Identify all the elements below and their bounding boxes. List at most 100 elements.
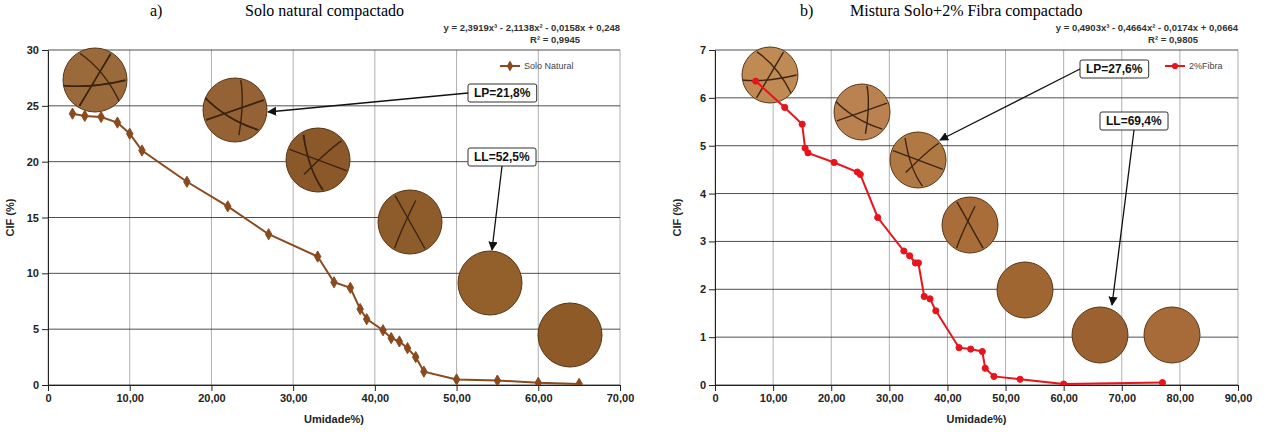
x-tick-mark — [1006, 385, 1007, 391]
x-tick-label: 30,00 — [876, 392, 904, 404]
sample-disc — [890, 132, 946, 188]
sample-disc — [458, 251, 522, 315]
x-axis-title: Umidade%) — [304, 413, 364, 425]
data-point — [494, 375, 500, 385]
y-tick: 1 — [700, 331, 715, 343]
y-tick: 6 — [700, 92, 715, 104]
data-point — [380, 325, 386, 336]
x-tick: 0 — [712, 385, 718, 404]
y-tick-label: 20 — [27, 156, 39, 168]
sample-photo — [1072, 307, 1128, 363]
data-point — [968, 346, 974, 352]
grid-line-y — [715, 50, 1238, 51]
sample-crack — [202, 95, 257, 130]
data-point — [799, 121, 805, 127]
y-tick-mark — [709, 241, 715, 242]
y-axis-line — [48, 51, 49, 386]
annotation-text: LP=27,6% — [1086, 62, 1143, 76]
x-tick: 10,00 — [116, 385, 144, 404]
annotation-box — [468, 148, 536, 166]
y-tick-mark — [709, 194, 715, 195]
sample-photo — [942, 197, 998, 253]
sample-photo — [890, 132, 946, 188]
y-tick: 4 — [700, 188, 715, 200]
y-tick-label: 5 — [33, 323, 39, 335]
data-point — [98, 111, 104, 122]
x-tick-label: 10,00 — [116, 392, 144, 404]
data-point — [901, 248, 907, 254]
annotation-text: LP=21,8% — [474, 86, 531, 100]
sample-crack — [957, 202, 983, 248]
y-tick-label: 0 — [33, 379, 39, 391]
y-tick-mark — [709, 50, 715, 51]
sample-disc — [942, 197, 998, 253]
x-tick-label: 60,00 — [525, 392, 553, 404]
data-point — [114, 117, 120, 128]
data-point — [907, 253, 913, 259]
trend-equation: y = 2,3919x³ - 2,1138x² - 0,0158x + 0,24… — [444, 22, 620, 33]
x-tick: 60,00 — [1050, 385, 1078, 404]
x-tick: 20,00 — [818, 385, 846, 404]
annotation-text: LL=69,4% — [1106, 114, 1162, 128]
data-point — [782, 104, 788, 110]
grid-line-x — [1005, 50, 1006, 385]
x-tick-mark — [773, 385, 774, 391]
x-tick-label: 70,00 — [607, 392, 635, 404]
y-tick-mark — [42, 273, 48, 274]
x-tick-label: 0 — [45, 392, 51, 404]
sample-photo — [833, 84, 890, 140]
x-tick: 30,00 — [280, 385, 308, 404]
y-tick: 20 — [27, 156, 48, 168]
x-tick-label: 50,00 — [992, 392, 1020, 404]
legend-marker — [1172, 63, 1178, 69]
data-point — [82, 110, 88, 121]
y-axis-title: CIF (%) — [4, 198, 16, 236]
sample-crack — [55, 81, 125, 87]
sample-photo — [538, 303, 602, 367]
annotation: LL=52,5% — [468, 148, 536, 250]
sample-crack — [757, 52, 784, 98]
x-axis: 010,0020,0030,0040,0050,0060,0070,0080,0… — [712, 385, 1252, 404]
sample-disc — [1072, 307, 1128, 363]
y-axis-title: CIF (%) — [671, 198, 683, 236]
data-point — [1061, 381, 1067, 385]
x-tick: 10,00 — [760, 385, 788, 404]
grid-line-y — [48, 273, 620, 274]
y-tick: 5 — [700, 140, 715, 152]
grid — [48, 50, 620, 385]
y-tick-mark — [42, 162, 48, 163]
data-point — [933, 308, 939, 314]
sample-crack — [865, 86, 868, 134]
data-point — [875, 214, 881, 220]
data-point — [314, 251, 320, 262]
x-tick-label: 20,00 — [198, 392, 226, 404]
y-tick: 30 — [27, 44, 48, 56]
sample-photos — [55, 48, 602, 367]
x-tick-mark — [375, 385, 376, 391]
x-tick-mark — [1180, 385, 1181, 391]
sample-crack — [304, 141, 342, 175]
y-tick: 10 — [27, 267, 48, 279]
grid-line-y — [48, 217, 620, 218]
annotation-arrow — [492, 166, 502, 250]
data-point — [1017, 376, 1023, 382]
sample-photo — [458, 251, 522, 315]
y-tick-label: 30 — [27, 44, 39, 56]
annotation-box — [1100, 112, 1168, 130]
sample-disc — [997, 262, 1053, 318]
data-point — [576, 378, 582, 385]
x-tick: 80,00 — [1167, 385, 1195, 404]
x-axis-line — [49, 385, 621, 386]
y-tick-label: 2 — [700, 283, 706, 295]
y-tick-label: 6 — [700, 92, 706, 104]
y-axis-line — [715, 51, 716, 386]
y-tick-label: 5 — [700, 140, 706, 152]
x-tick-mark — [715, 385, 716, 391]
x-tick-mark — [130, 385, 131, 391]
grid-line-y — [715, 193, 1238, 194]
sample-disc — [834, 84, 890, 140]
annotation-arrow — [940, 69, 1080, 140]
data-point — [956, 345, 962, 351]
x-tick: 90,00 — [1225, 385, 1253, 404]
series-line — [73, 114, 580, 384]
